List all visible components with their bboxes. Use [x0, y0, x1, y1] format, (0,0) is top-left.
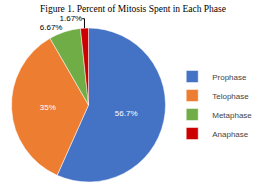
svg-text:Figure 1. Percent of Mitosis S: Figure 1. Percent of Mitosis Spent in Ea… — [40, 4, 226, 14]
svg-text:Prophase: Prophase — [212, 73, 247, 82]
svg-text:35%: 35% — [40, 103, 56, 112]
svg-text:56.7%: 56.7% — [115, 109, 138, 118]
svg-text:6.67%: 6.67% — [40, 23, 63, 32]
svg-text:Anaphase: Anaphase — [212, 130, 249, 139]
svg-text:Telophase: Telophase — [212, 92, 249, 101]
svg-text:Metaphase: Metaphase — [212, 111, 252, 120]
svg-text:1.67%: 1.67% — [60, 14, 83, 23]
